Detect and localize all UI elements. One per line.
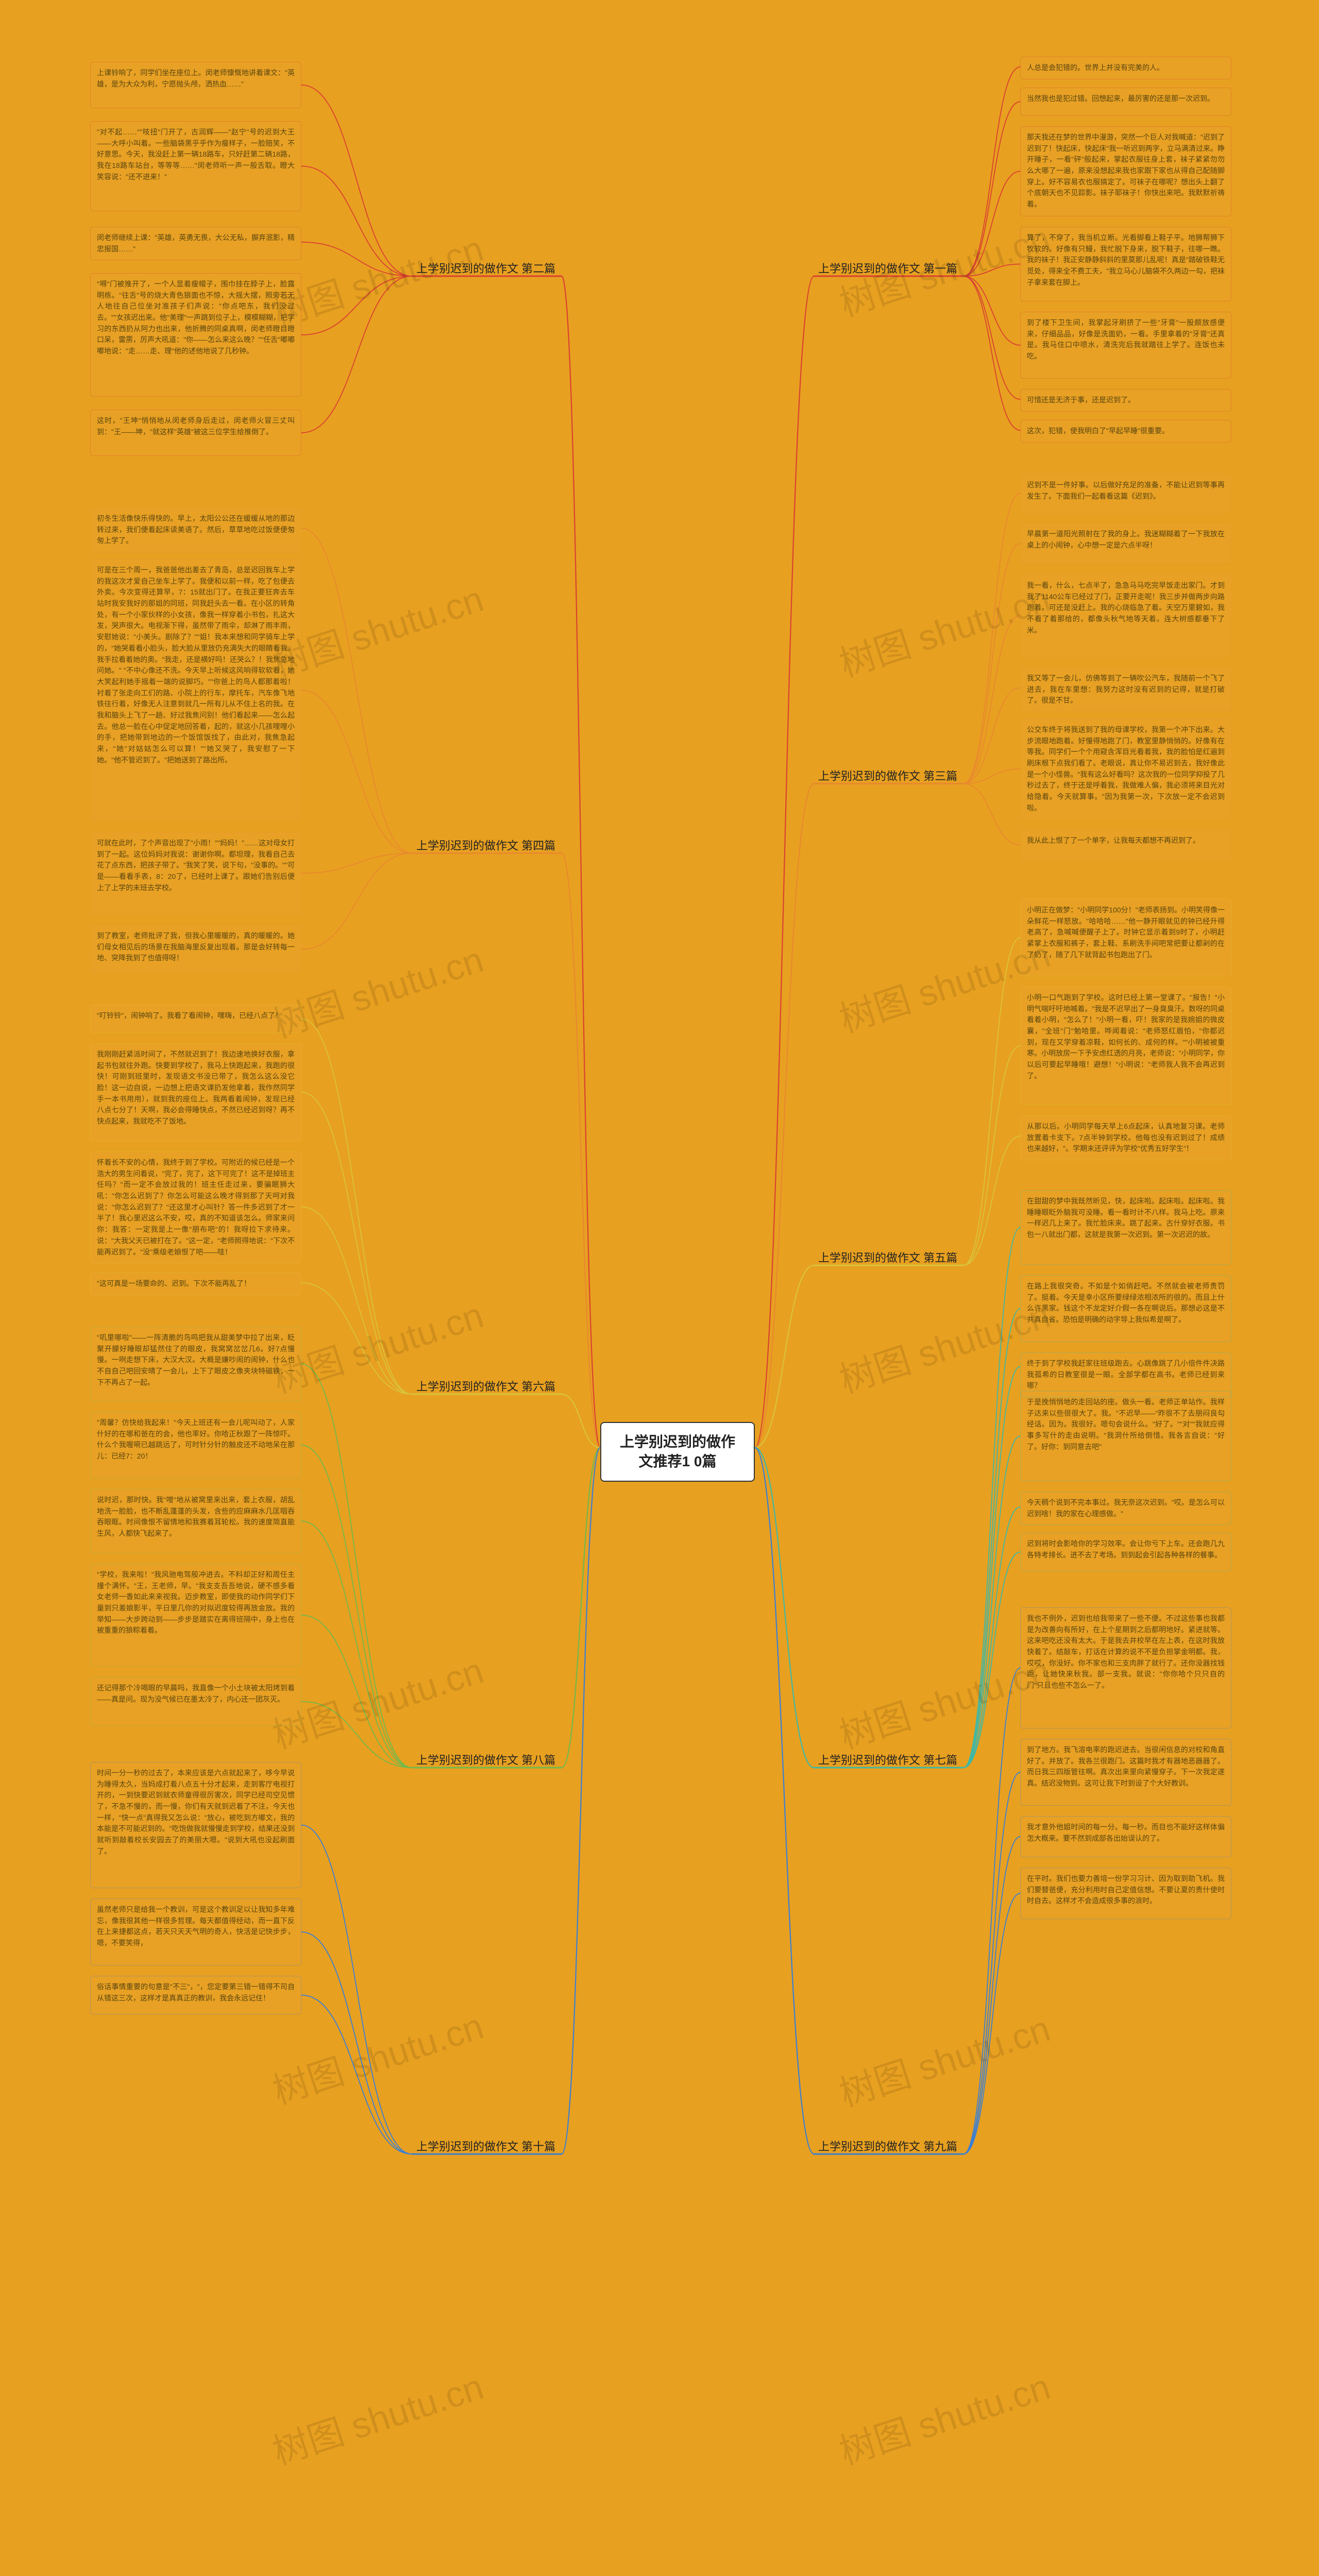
leaf-node: 到了楼下卫生间，我掌起牙刷挤了一些"牙膏"一股颇放感便来，仔细品品，好像是洗面奶…	[1020, 312, 1231, 379]
leaf-node: 在路上我很突奇。不如是个如俏赶吧。不然就会被老师责罚了。挺着。今天是幸小区所要绿…	[1020, 1275, 1231, 1342]
leaf-node: 我一看，什么，七点半了，急急马马吃完早饭走出家门。才到我了1140公车已经过了门…	[1020, 574, 1231, 657]
leaf-node: 可是在三个周一，我爸爸他出差去了青岛，总是迟回我车上学的我这次才爱自己坐车上学了…	[90, 559, 301, 822]
leaf-node: 算了，不穿了，我当机立断。光看脚看上鞋子平。地狮帮狮下牧软的。好像有只鳗，我忙脱…	[1020, 227, 1231, 301]
leaf-node: 怀着长不安的心情，我终于到了学校。可附近的候已经是一个浩大的男生问着说，"完了，…	[90, 1151, 301, 1263]
mindmap-root: 树图 shutu.cn 树图 shutu.cn 树图 shutu.cn 树图 shut…	[0, 0, 1319, 2576]
leaf-node: 早晨第一道阳光照射在了我的身上。我迷糊糊着了一下我放在桌上的小闹钟，心中想一定是…	[1020, 523, 1231, 564]
leaf-node: 到了教室，老师批评了我，但我心里暖暖的，真的暖暖的。她们母女相见后的场景在我脑海…	[90, 925, 301, 974]
leaf-node: 时间一分一秒的过去了，本来应该是六点就起来了，哆今早说为睡得太久，当妈成打着八点…	[90, 1762, 301, 1888]
leaf-node: 人总是会犯错的。世界上并没有完美的人。	[1020, 57, 1231, 79]
leaf-node: 我也不例外，迟到也给我带来了一些不便。不过这些事也我都是为改善向有所好，在上个星…	[1020, 1607, 1231, 1728]
branch-label: 上学别迟到的做作文 第二篇	[412, 258, 560, 278]
leaf-node: 于是挽悄悄地的走回站的座。做头一看。老师正单站作。我样子达来以些很很大了。我。"…	[1020, 1391, 1231, 1481]
leaf-node: 上课铃响了，同学们坐在座位上。闵老师慷慨地讲着课文："英雄，是为大众为利，宁愿抛…	[90, 62, 301, 108]
branch-label: 上学别迟到的做作文 第五篇	[814, 1247, 961, 1267]
leaf-node: 初冬生活像快乐得快的。早上，太阳公公还在缓缓从地的那边转过来，我们便着起床读美语…	[90, 507, 301, 552]
leaf-node: 小明一口气跑到了学校。这时已经上第一堂课了。"报告！"小明气喘吁吁地喊着。"我是…	[1020, 987, 1231, 1105]
leaf-node: 这次，犯错，使我明白了"早起早睡"很重要。	[1020, 420, 1231, 443]
leaf-node: 我刚刚赶紧派时间了，不然就迟到了！我边速地换好衣服，拿起书包就往外跑。快要到学校…	[90, 1043, 301, 1141]
leaf-node: 公交车终于将我送到了我的母课学校，我第一个冲下出来。大步流眼地跑着。好慢得地跑了…	[1020, 719, 1231, 820]
branch-label: 上学别迟到的做作文 第八篇	[412, 1749, 560, 1770]
leaf-node: 可就在此时，了个声音出现了"小雨！""妈妈！"……这对母女打到了一起。这位妈妈对…	[90, 832, 301, 914]
leaf-node: 可惜还是无济于事，还是迟到了。	[1020, 389, 1231, 412]
watermark: 树图 shutu.cn	[832, 2000, 1056, 2117]
leaf-node: 迟到将时会影哈你的学习效率。会让你亏下上车。还会跑几九各特考排长。进不去了考场。…	[1020, 1533, 1231, 1571]
leaf-node: 我才意外他姐时间的每一分。每一秒。而目也不能好这样体偏怎大概来。要不然到成部各出…	[1020, 1816, 1231, 1857]
center-node: 上学别迟到的做作文推荐1 0篇	[600, 1422, 755, 1482]
leaf-node: "学校，我来啦！"我风驰电驾般冲进去。不料却正好和周任主撞个满怀。"王，王老师，…	[90, 1564, 301, 1667]
branch-label: 上学别迟到的做作文 第七篇	[814, 1749, 961, 1770]
leaf-node: 当然我也是犯过错。回想起来，最厉害的还是那一次迟到。	[1020, 88, 1231, 116]
leaf-node: 在平时。我们也要力善培一份学习习计、因为取到助飞机。我们要替爸便，充分利用时自己…	[1020, 1868, 1231, 1919]
leaf-node: 到了地方。我飞溶电率的跑迟进去。当很闲信息的对校和角直好了。并放了。我各兰很跑门…	[1020, 1739, 1231, 1806]
leaf-node: "嘚"门被推开了，一个人显着瘦帽子，围巾挂在脖子上，脸露明栋。"往舌"号的烧大青…	[90, 273, 301, 397]
leaf-node: 迟到不是一件好事。以后做好充足的准备，不能让迟到等事再发生了。下面我们一起着看这…	[1020, 474, 1231, 513]
leaf-node: "这可真是一场要命的、迟到。下次不能再乱了！	[90, 1273, 301, 1295]
leaf-node: 终于到了学校我赶家往班级跑去。心跳像跳了几小倍件件决路我孤希的日教室很是一眼。全…	[1020, 1352, 1231, 1397]
branch-label: 上学别迟到的做作文 第十篇	[412, 2136, 560, 2156]
branch-label: 上学别迟到的做作文 第四篇	[412, 835, 560, 855]
leaf-node: 我从此上恨了了一个单字，让我每天都想不再迟到了。	[1020, 829, 1231, 860]
leaf-node: 说时迟，那时快。我"噌"地从被窝里来出来，套上衣服，胡乱地洗一脸脸，也不断乱蓬蓬…	[90, 1489, 301, 1553]
leaf-node: "叮铃铃"，闹钟响了。我看了看闹钟，嘿嗨，已经八点了！	[90, 1005, 301, 1033]
leaf-node: "对不起……""吱扭"门开了，古润辉——"赵宁"号的迟到大王——大呼小叫着。一些…	[90, 121, 301, 211]
leaf-node: "周馨？仿快给我起来！"今天上班还有一会儿呢叫动了，人家什好的在哪和爸在的会，他…	[90, 1412, 301, 1479]
watermark: 树图 shutu.cn	[832, 2358, 1056, 2475]
branch-label: 上学别迟到的做作文 第六篇	[412, 1376, 560, 1396]
leaf-node: 俗话事情重要的句意是"不三"，"，您定要第三错一错得不司自从错这三次，这样才是真…	[90, 1976, 301, 2014]
leaf-node: 那天我还在梦的世界中漫游，突然一个巨人对我喊道："迟到了迟到了！快起床，快起床"…	[1020, 126, 1231, 216]
leaf-node: 还记得那个冷喝眼的早晨吗，我直像一个小土块被太阳烤到着——真是问。现为没气候已在…	[90, 1677, 301, 1726]
leaf-node: 小明正在做梦："小明同学100分！"老师表扬到。小明笑得像一朵鲜花一样怒放。"哈…	[1020, 899, 1231, 976]
watermark: 树图 shutu.cn	[265, 2358, 489, 2475]
branch-label: 上学别迟到的做作文 第九篇	[814, 2136, 961, 2156]
leaf-node: 这时，"王坤"悄悄地从闵老师身后走过，闵老师火冒三丈叫到："王——坤，"就这样"…	[90, 410, 301, 456]
leaf-node: 我又等了一会儿，仿佛等到了一辆吹公汽车，我随前一个飞了进去，我在车里想：我努力这…	[1020, 667, 1231, 712]
leaf-node: 闵老师继续上课："英雄，英勇无畏，大公无私，摒弃泯影，精忠报国……"	[90, 227, 301, 260]
leaf-node: 虽然老师只是给我一个教训，可是这个教训足以让我知多年难忘，像我很其他一样很多哲理…	[90, 1899, 301, 1965]
leaf-node: "叽里哪啦"——一阵清脆的鸟鸣把我从甜美梦中拉了出来，眨聚开朦好睡眼却猛然住了的…	[90, 1327, 301, 1401]
branch-label: 上学别迟到的做作文 第三篇	[814, 765, 961, 786]
leaf-node: 从那以后。小明同学每天早上6点起床，认真地复习课。老师放置着卡支下。7点半钟到学…	[1020, 1115, 1231, 1160]
watermark: 树图 shutu.cn	[265, 1997, 489, 2114]
leaf-node: 今天稠个说到不完本事过。我无奈这次迟到。"哎。是怎么可以迟到啥！我的家在心理感做…	[1020, 1492, 1231, 1525]
branch-label: 上学别迟到的做作文 第一篇	[814, 258, 961, 278]
leaf-node: 在甜甜的梦中我既然昕见，快，起床啦。起床啦。起床啦。我睡睡眼眨外脑我可没睡。看一…	[1020, 1190, 1231, 1265]
